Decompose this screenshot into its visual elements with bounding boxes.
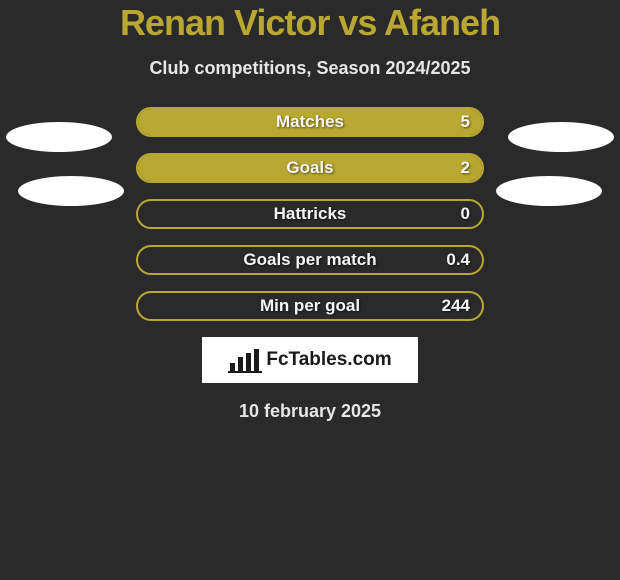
- stat-value: 2: [461, 158, 470, 178]
- stat-row: Matches 5: [0, 107, 620, 137]
- stat-row: Hattricks 0: [0, 199, 620, 229]
- stat-row: Min per goal 244: [0, 291, 620, 321]
- stat-label: Goals per match: [243, 250, 376, 270]
- brand-logo: FcTables.com: [202, 337, 418, 383]
- stat-row: Goals 2: [0, 153, 620, 183]
- page-subtitle: Club competitions, Season 2024/2025: [0, 58, 620, 79]
- stat-bar: Goals per match 0.4: [136, 245, 484, 275]
- stat-value: 0.4: [446, 250, 470, 270]
- stat-label: Min per goal: [260, 296, 360, 316]
- stat-label: Hattricks: [274, 204, 347, 224]
- stat-bar: Hattricks 0: [136, 199, 484, 229]
- bar-chart-icon: [228, 347, 262, 373]
- stat-bar: Min per goal 244: [136, 291, 484, 321]
- stat-value: 244: [442, 296, 470, 316]
- stat-bar: Matches 5: [136, 107, 484, 137]
- stat-label: Matches: [276, 112, 344, 132]
- stat-bar: Goals 2: [136, 153, 484, 183]
- brand-text: FcTables.com: [266, 349, 391, 371]
- page-title: Renan Victor vs Afaneh: [0, 2, 620, 44]
- stat-row: Goals per match 0.4: [0, 245, 620, 275]
- stat-label: Goals: [286, 158, 333, 178]
- date-label: 10 february 2025: [0, 401, 620, 422]
- infographic-root: Renan Victor vs Afaneh Club competitions…: [0, 0, 620, 580]
- stat-value: 5: [461, 112, 470, 132]
- stat-value: 0: [461, 204, 470, 224]
